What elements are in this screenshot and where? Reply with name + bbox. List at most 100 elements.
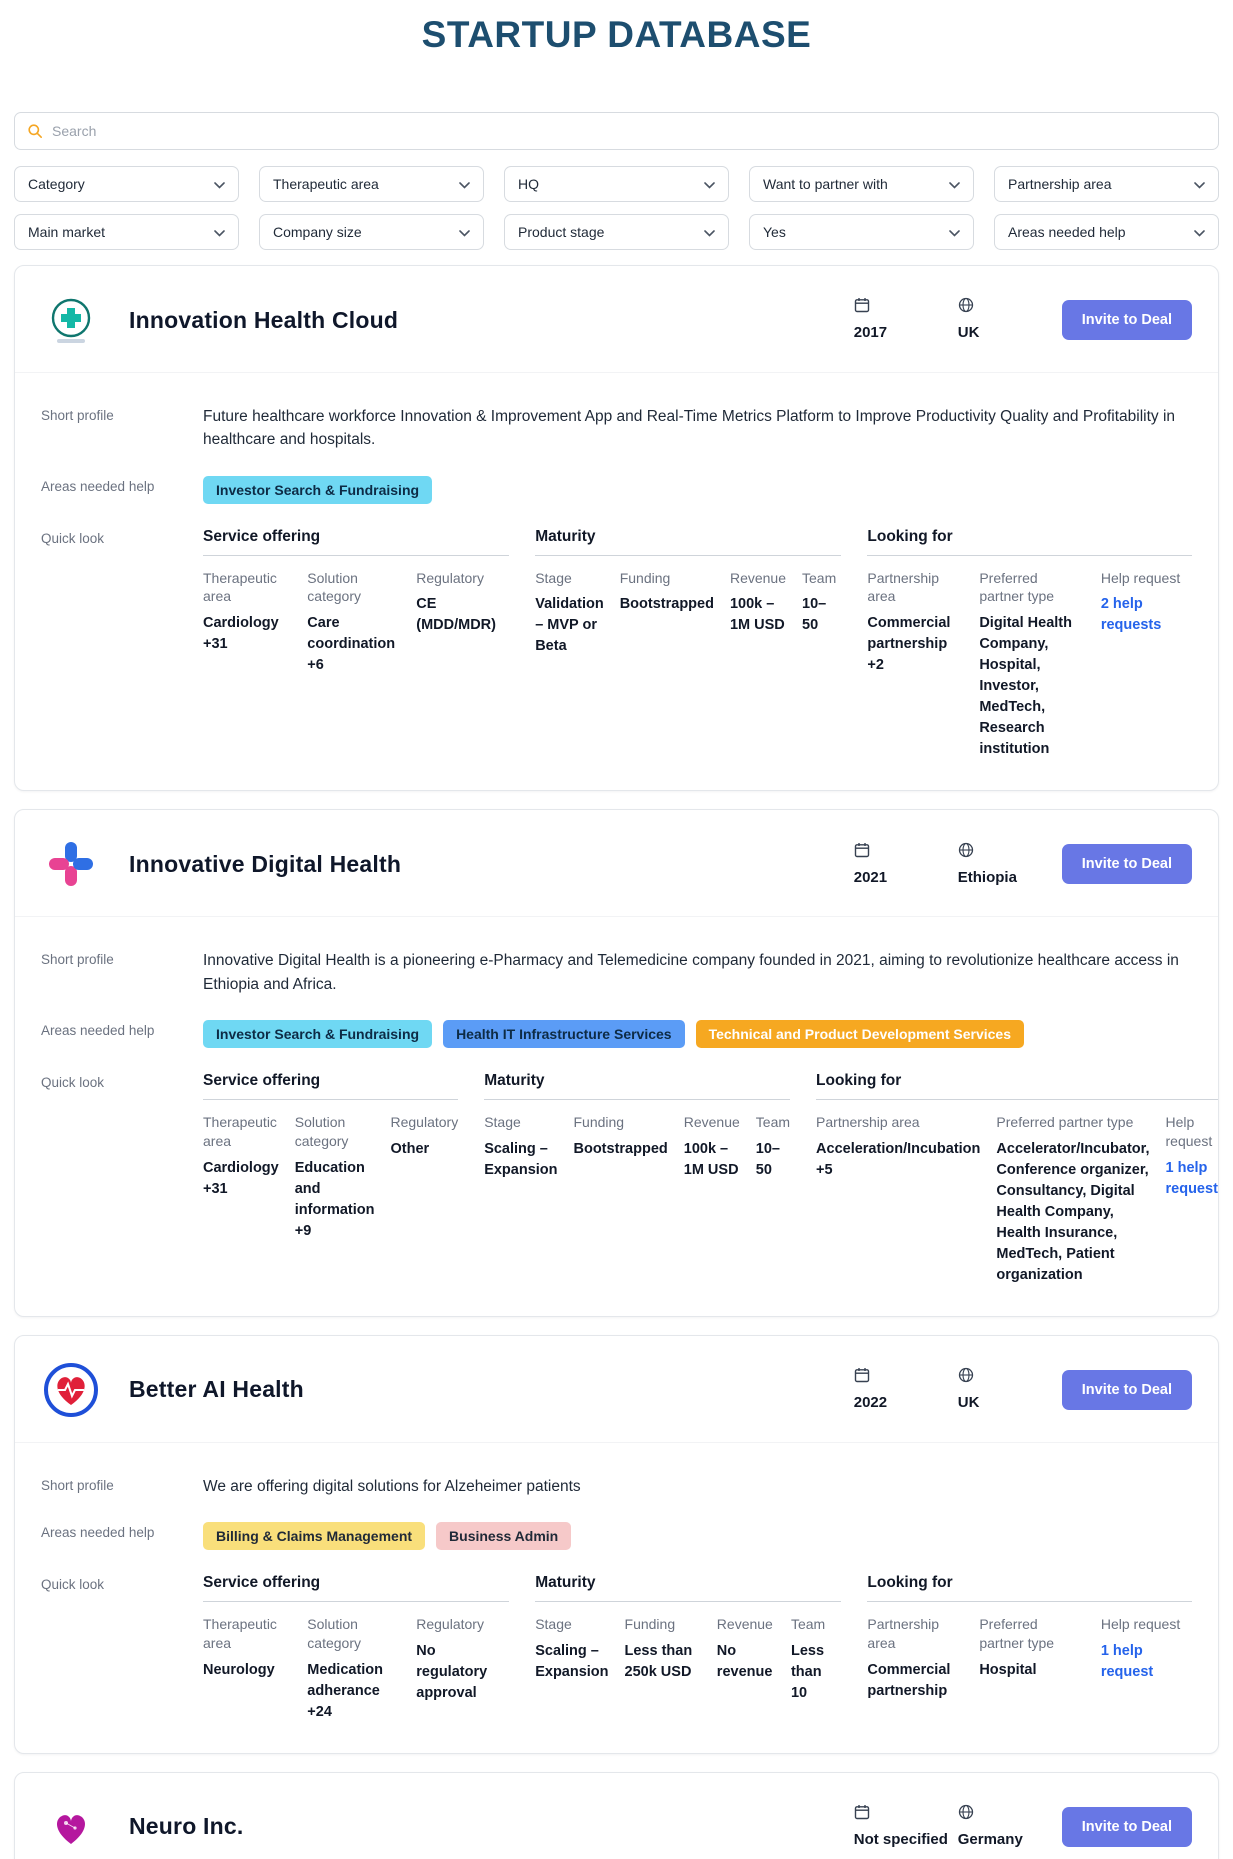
filter-company-size[interactable]: Company size [259,214,484,250]
quick-look-cell: Funding Bootstrapped [619,569,714,613]
help-request-link[interactable]: 1 help request [1165,1159,1218,1197]
looking-for-group: Looking for Partnership area Commercial p… [867,1574,1192,1723]
quick-look-cell: Solution category Medication adherance +2… [307,1616,384,1720]
hq-country-value: UK [957,324,980,342]
quick-look-cell: Stage Validation – MVP or Beta [535,569,604,655]
card-body: Short profile We are offering digital so… [15,1443,1218,1753]
hq-country-value: UK [957,1394,980,1412]
looking-for-header: Looking for [867,1574,1192,1603]
areas-needed-help-label: Areas needed help [41,1525,155,1541]
startup-card-list: Innovation Health Cloud 2017 UK Invite t… [14,265,1219,1859]
maturity-group: Maturity Stage Scaling – Expansion Fundin… [484,1072,791,1286]
calendar-icon [854,842,950,862]
calendar-icon [854,1804,950,1824]
search-input[interactable] [52,123,1206,139]
search-bar [14,112,1219,150]
quick-look-cell: Therapeutic area Neurology [203,1616,277,1678]
areas-needed-help-row: Areas needed help Investor Search & Fund… [41,1019,1192,1048]
service-offering-header: Service offering [203,528,510,556]
quick-look-row: Quick look Service offering Therapeutic … [41,1072,1218,1286]
quick-look-cell: Solution category Education and informati… [294,1113,375,1239]
quick-look-cell: Funding Less than 250k USD [624,1616,693,1681]
short-profile-text: Future healthcare workforce Innovation &… [203,408,1176,449]
chevron-down-icon [459,224,470,240]
quick-look-cell: Team 10–50 [802,569,837,634]
globe-icon [958,297,1054,317]
quick-look-cell: Stage Scaling – Expansion [484,1113,558,1178]
quick-look-row: Quick look Service offering Therapeutic … [41,1574,1192,1723]
help-area-badge: Investor Search & Fundraising [203,1019,433,1048]
chevron-down-icon [1194,224,1205,240]
quick-look-cell: Help request 1 help request [1101,1615,1192,1702]
startup-card-better-ai-health: Better AI Health 2022 UK Invite to Deal … [14,1334,1219,1754]
chevron-down-icon [949,224,960,240]
quick-look-cell: Partnership area Commercial partnership +… [867,569,951,674]
filter-product-stage[interactable]: Product stage [504,214,729,250]
looking-for-header: Looking for [816,1072,1218,1100]
invite-to-deal-button[interactable]: Invite to Deal [1061,300,1192,340]
maturity-header: Maturity [535,528,842,556]
filter-areas-needed-help[interactable]: Areas needed help [994,214,1219,250]
quick-look-cell: Revenue No revenue [716,1616,773,1681]
help-request-link[interactable]: 1 help request [1100,1643,1154,1681]
filter-bar: Category Therapeutic area HQ Want to par… [14,166,1219,250]
card-body: Short profile Future healthcare workforc… [15,373,1218,790]
invite-to-deal-button[interactable]: Invite to Deal [1061,1369,1192,1410]
startup-card-neuro-inc: Neuro Inc. Not specified Germany Invite … [14,1771,1219,1859]
help-area-badges: Investor Search & Fundraising [203,475,1192,504]
service-offering-group: Service offering Therapeutic area Cardiol… [203,528,510,761]
quick-look-cell: Preferred partner type Hospital [979,1616,1055,1678]
filter-therapeutic-area[interactable]: Therapeutic area [259,166,484,202]
quick-look-cell: Revenue 100k – 1M USD [683,1113,740,1178]
short-profile-row: Short profile Innovative Digital Health … [41,949,1192,996]
quick-look-label: Quick look [41,530,105,546]
filter-partner-yes[interactable]: Yes [749,214,974,250]
quick-look-cell: Solution category Care coordination +6 [307,569,396,674]
chevron-down-icon [704,176,715,192]
quick-look-row: Quick look Service offering Therapeutic … [41,528,1192,761]
filter-category[interactable]: Category [14,166,239,202]
quick-look-cell: Stage Scaling – Expansion [535,1616,609,1681]
short-profile-text: We are offering digital solutions for Al… [203,1477,581,1495]
company-name: Innovative Digital Health [129,850,402,877]
maturity-group: Maturity Stage Scaling – Expansion Fundin… [535,1574,842,1723]
quick-look-table: Service offering Therapeutic area Cardiol… [203,528,1192,761]
chevron-down-icon [949,176,960,192]
filter-hq[interactable]: HQ [504,166,729,202]
founded-year: 2017 [854,297,958,343]
quick-look-table: Service offering Therapeutic area Neurolo… [203,1574,1192,1723]
globe-icon [958,842,1054,862]
search-icon [27,123,43,139]
quick-look-cell: Partnership area Commercial partnership [867,1616,951,1699]
invite-to-deal-button[interactable]: Invite to Deal [1061,844,1192,885]
short-profile-text: Innovative Digital Health is a pioneerin… [203,952,1179,993]
calendar-icon [854,1367,950,1387]
short-profile-label: Short profile [41,408,114,423]
company-logo [41,1360,101,1420]
help-request-link[interactable]: 2 help requests [1100,596,1162,634]
quick-look-cell: Funding Bootstrapped [573,1113,668,1157]
founded-year-value: Not specified [853,1831,948,1849]
quick-look-cell: Help request 2 help requests [1101,569,1192,761]
company-name: Innovation Health Cloud [129,306,399,333]
quick-look-cell: Revenue 100k – 1M USD [729,569,786,634]
invite-to-deal-button[interactable]: Invite to Deal [1061,1806,1192,1847]
areas-needed-help-row: Areas needed help Investor Search & Fund… [41,475,1192,504]
short-profile-label: Short profile [41,952,114,968]
looking-for-group: Looking for Partnership area Commercial p… [867,528,1192,761]
quick-look-cell: Regulatory Other [390,1113,459,1157]
card-header: Neuro Inc. Not specified Germany Invite … [15,1773,1218,1859]
filter-main-market[interactable]: Main market [14,214,239,250]
quick-look-cell: Preferred partner type Accelerator/Incuba… [996,1113,1150,1283]
service-offering-group: Service offering Therapeutic area Neurolo… [203,1574,510,1723]
hq-country: UK [958,297,1062,343]
card-header: Innovation Health Cloud 2017 UK Invite t… [15,266,1218,373]
chevron-down-icon [704,224,715,240]
founded-year-value: 2017 [853,324,888,342]
filter-partnership-area[interactable]: Partnership area [994,166,1219,202]
areas-needed-help-label: Areas needed help [41,478,155,494]
filter-want-to-partner[interactable]: Want to partner with [749,166,974,202]
areas-needed-help-label: Areas needed help [41,1022,155,1038]
short-profile-row: Short profile We are offering digital so… [41,1475,1192,1498]
